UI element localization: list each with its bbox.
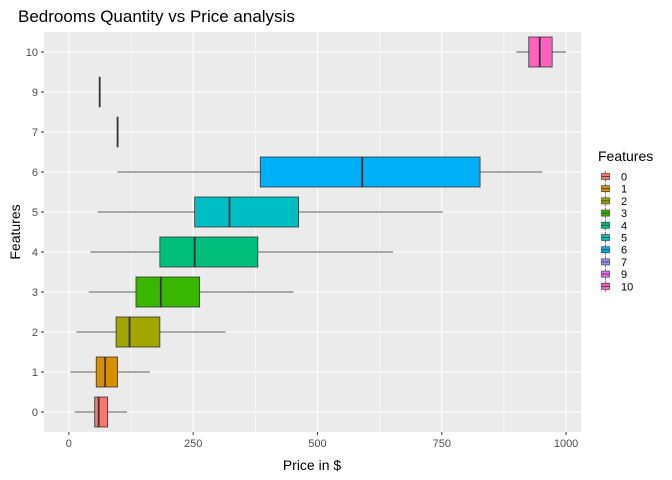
legend-item-0: 0 bbox=[600, 171, 627, 184]
legend-item-9: 9 bbox=[600, 268, 627, 281]
box-body bbox=[95, 356, 118, 388]
legend-item-3: 3 bbox=[600, 207, 627, 220]
x-axis-title: Price in $ bbox=[283, 457, 342, 473]
x-tick-label: 500 bbox=[308, 438, 326, 450]
box-2 bbox=[76, 316, 226, 348]
box-6 bbox=[117, 156, 543, 188]
legend-label: 6 bbox=[621, 245, 627, 257]
legend-label: 2 bbox=[621, 196, 627, 208]
legend-item-2: 2 bbox=[600, 195, 627, 208]
y-tick-label: 4 bbox=[32, 247, 38, 259]
y-tick-label: 7 bbox=[32, 127, 38, 139]
legend-label: 9 bbox=[621, 269, 627, 281]
box-10 bbox=[516, 36, 567, 68]
x-tick-label: 0 bbox=[66, 438, 72, 450]
box-0 bbox=[74, 396, 128, 428]
legend-item-5: 5 bbox=[600, 232, 627, 245]
legend-label: 1 bbox=[621, 184, 627, 196]
legend-item-4: 4 bbox=[600, 219, 627, 232]
legend-label: 3 bbox=[621, 208, 627, 220]
y-tick-label: 0 bbox=[32, 407, 38, 419]
y-tick-label: 2 bbox=[32, 327, 38, 339]
legend-label: 10 bbox=[621, 281, 633, 293]
legend-item-7: 7 bbox=[600, 256, 627, 269]
legend-label: 0 bbox=[621, 172, 627, 184]
plot-panel bbox=[44, 32, 581, 432]
x-tick-label: 1000 bbox=[554, 438, 578, 450]
box-body bbox=[259, 156, 481, 188]
y-axis-title: Features bbox=[7, 204, 23, 259]
y-tick-label: 5 bbox=[32, 207, 38, 219]
legend-title: Features bbox=[598, 148, 653, 164]
axis-layer: 0 250 500 750 1000 0 1 2 3 4 5 6 7 9 10 bbox=[26, 47, 579, 450]
y-tick-label: 6 bbox=[32, 167, 38, 179]
x-tick-label: 750 bbox=[433, 438, 451, 450]
box-body bbox=[135, 276, 201, 308]
box-1 bbox=[70, 356, 150, 388]
box-layer bbox=[70, 36, 567, 428]
y-tick-label: 3 bbox=[32, 287, 38, 299]
legend-label: 5 bbox=[621, 233, 627, 245]
legend-item-10: 10 bbox=[600, 280, 633, 293]
box-body bbox=[115, 316, 161, 348]
y-tick-label: 1 bbox=[32, 367, 38, 379]
y-tick-label: 10 bbox=[26, 47, 38, 59]
box-3 bbox=[88, 276, 294, 308]
box-5 bbox=[97, 196, 443, 228]
legend-label: 4 bbox=[621, 220, 627, 232]
y-tick-label: 9 bbox=[32, 87, 38, 99]
box-body bbox=[159, 236, 259, 268]
x-tick-label: 250 bbox=[184, 438, 202, 450]
box-body bbox=[94, 396, 109, 428]
legend-label: 7 bbox=[621, 257, 627, 269]
box-4 bbox=[90, 236, 394, 268]
legend-item-1: 1 bbox=[600, 183, 627, 196]
legend-item-6: 6 bbox=[600, 244, 627, 257]
panel-background bbox=[44, 32, 581, 432]
box-body bbox=[194, 196, 299, 228]
chart-title: Bedrooms Quantity vs Price analysis bbox=[18, 7, 295, 26]
